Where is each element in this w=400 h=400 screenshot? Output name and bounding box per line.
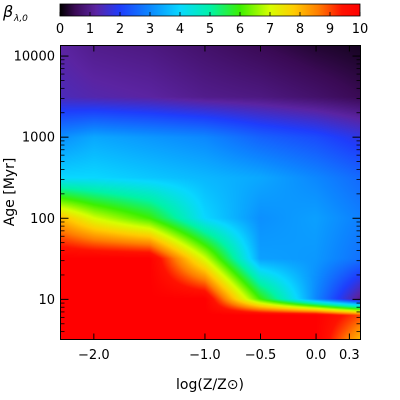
- x-tick-label: 0.0: [306, 348, 327, 363]
- x-tick-label: −1.0: [189, 348, 221, 363]
- y-tick-label: 10000: [14, 50, 55, 65]
- y-axis-minor-ticks: [60, 59, 361, 333]
- colorbar-label-symbol: β: [2, 2, 13, 21]
- colorbar-tick-label: 2: [116, 22, 124, 37]
- y-axis-label: Age [Myr]: [2, 158, 18, 227]
- heatmap-field: [61, 46, 360, 339]
- plot-frame: [60, 45, 361, 340]
- x-tick-label: −2.0: [78, 348, 110, 363]
- colorbar-tick-label: 8: [296, 22, 304, 37]
- y-tick-label: 1000: [22, 131, 55, 146]
- y-axis-ticks: 10 100 1000 10000: [14, 50, 361, 308]
- colorbar-tick-label: 7: [266, 22, 274, 37]
- colorbar-tick-label: 1: [86, 22, 94, 37]
- colorbar-tick-label: 10: [352, 22, 369, 37]
- heatmap-panel: −2.0 −1.0 −0.5 0.0 0.3 10 100 1000 10000: [14, 45, 361, 363]
- x-tick-label: −0.5: [245, 348, 277, 363]
- colorbar-tick-label: 9: [326, 22, 334, 37]
- colorbar-tick-label: 0: [56, 22, 64, 37]
- colorbar: β λ,0 0 1 2 3 4 5 6 7 8 9 10: [2, 2, 368, 37]
- colorbar-ticks: 0 1 2 3 4 5 6 7 8 9 10: [56, 12, 368, 37]
- colorbar-tick-label: 6: [236, 22, 244, 37]
- colorbar-tick-label: 3: [146, 22, 154, 37]
- x-tick-label: 0.3: [339, 348, 360, 363]
- x-axis-label: log(Z/Z⊙): [176, 377, 244, 393]
- x-axis-ticks: −2.0 −1.0 −0.5 0.0 0.3: [78, 45, 360, 363]
- colorbar-tick-label: 5: [206, 22, 214, 37]
- y-tick-label: 10: [38, 293, 55, 308]
- colorbar-tick-label: 4: [176, 22, 184, 37]
- colorbar-label-subscript: λ,0: [13, 14, 28, 24]
- y-tick-label: 100: [30, 212, 55, 227]
